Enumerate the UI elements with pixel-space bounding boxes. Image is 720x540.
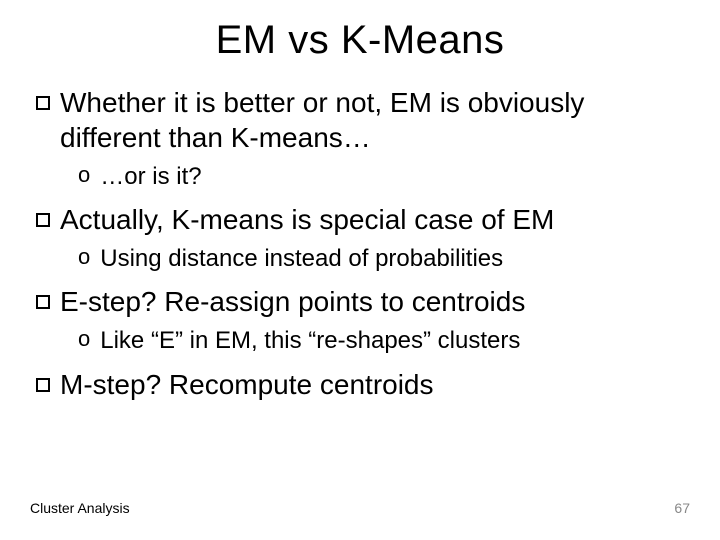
square-bullet-icon (36, 213, 50, 227)
square-bullet-icon (36, 96, 50, 110)
bullet-text: E-step? Re-assign points to centroids (60, 284, 690, 319)
bullet-lvl1: Actually, K-means is special case of EM (36, 202, 690, 237)
circle-bullet-icon: o (78, 161, 90, 190)
bullet-lvl1: E-step? Re-assign points to centroids (36, 284, 690, 319)
bullet-text: Like “E” in EM, this “re-shapes” cluster… (100, 325, 690, 356)
bullet-lvl1: M-step? Recompute centroids (36, 367, 690, 402)
bullet-lvl2: o Using distance instead of probabilitie… (78, 243, 690, 274)
slide-body: Whether it is better or not, EM is obvio… (30, 85, 690, 402)
bullet-text: Actually, K-means is special case of EM (60, 202, 690, 237)
slide-title: EM vs K-Means (30, 18, 690, 63)
circle-bullet-icon: o (78, 325, 90, 354)
footer-left: Cluster Analysis (30, 500, 130, 516)
slide: EM vs K-Means Whether it is better or no… (0, 0, 720, 540)
bullet-text: Whether it is better or not, EM is obvio… (60, 85, 690, 155)
bullet-text: M-step? Recompute centroids (60, 367, 690, 402)
circle-bullet-icon: o (78, 243, 90, 272)
bullet-text: …or is it? (100, 161, 690, 192)
page-number: 67 (674, 500, 690, 516)
bullet-lvl2: o Like “E” in EM, this “re-shapes” clust… (78, 325, 690, 356)
bullet-lvl1: Whether it is better or not, EM is obvio… (36, 85, 690, 155)
bullet-lvl2: o …or is it? (78, 161, 690, 192)
square-bullet-icon (36, 295, 50, 309)
bullet-text: Using distance instead of probabilities (100, 243, 690, 274)
square-bullet-icon (36, 378, 50, 392)
